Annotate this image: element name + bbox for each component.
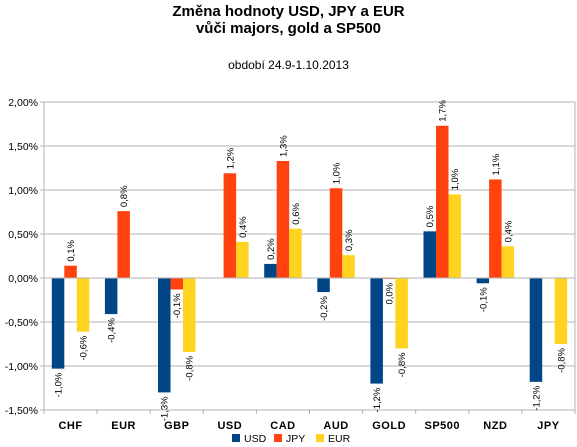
y-tick-label: 2,00% <box>8 97 38 109</box>
data-label: -0,1% <box>172 293 183 318</box>
bar-jpy <box>489 179 502 278</box>
data-label: -0,6% <box>79 335 90 360</box>
x-tick-label: CHF <box>58 420 82 432</box>
bar-jpy <box>329 188 343 278</box>
bar-eur <box>289 228 302 278</box>
data-label: 1,0% <box>332 162 343 184</box>
data-label: 0,3% <box>344 229 355 251</box>
y-tick-label: -0,50% <box>5 317 38 329</box>
data-label: 1,7% <box>438 100 449 122</box>
data-label: 0,0% <box>385 282 396 304</box>
data-label: 0,4% <box>503 220 514 242</box>
x-tick-label: JPY <box>537 420 559 432</box>
y-tick-label: 1,50% <box>8 141 38 153</box>
bar-usd <box>423 231 436 278</box>
data-label: 0,8% <box>119 185 130 207</box>
bar-usd <box>476 278 490 284</box>
x-tick-label: EUR <box>111 420 136 432</box>
data-label: 0,2% <box>266 238 277 260</box>
legend-swatch-eur <box>316 434 324 442</box>
data-label: -0,8% <box>185 355 196 380</box>
bar-jpy <box>117 211 130 278</box>
bar-eur <box>501 246 515 278</box>
data-label: 0,6% <box>291 203 302 225</box>
legend-label-jpy: JPY <box>286 433 305 445</box>
data-label: -1,3% <box>160 396 171 421</box>
y-tick-label: 1,00% <box>8 185 38 197</box>
bar-eur <box>236 241 249 278</box>
data-label: -1,2% <box>531 385 542 410</box>
legend-swatch-jpy <box>274 434 282 442</box>
bar-usd <box>264 263 277 278</box>
data-label: -1,0% <box>54 372 65 397</box>
bar-usd <box>104 278 118 315</box>
x-tick-label: USD <box>217 420 242 432</box>
bar-jpy <box>436 125 449 278</box>
x-tick-label: CAD <box>270 420 295 432</box>
bar-usd <box>529 278 543 382</box>
chart-subtitle: období 24.9-1.10.2013 <box>228 58 349 72</box>
legend-label-usd: USD <box>244 433 267 445</box>
chart-title-line-1: Změna hodnoty USD, JPY a EUR <box>172 3 405 20</box>
data-label: -0,8% <box>556 347 567 372</box>
data-label: 1,2% <box>225 147 236 169</box>
bar-eur <box>395 278 408 349</box>
bar-usd <box>158 278 171 393</box>
bar-eur <box>448 194 461 278</box>
data-label: 0,5% <box>425 205 436 227</box>
data-label: 0,1% <box>66 239 77 261</box>
data-label: -0,2% <box>319 296 330 321</box>
data-label: -0,4% <box>107 318 118 343</box>
x-tick-label: NZD <box>483 420 507 432</box>
bar-eur <box>342 255 355 278</box>
bar-usd <box>370 278 383 384</box>
data-label: 1,1% <box>491 153 502 175</box>
bar-usd <box>51 278 65 369</box>
data-label: -0,8% <box>397 352 408 377</box>
bar-jpy <box>64 265 77 278</box>
bar-usd <box>317 278 330 293</box>
bar-eur <box>554 278 568 344</box>
data-label: -0,1% <box>478 287 489 312</box>
data-label: 0,4% <box>238 216 249 238</box>
y-tick-label: 0,50% <box>8 229 38 241</box>
x-tick-label: SP500 <box>424 420 460 432</box>
bar-jpy <box>223 173 237 278</box>
x-tick-label: GBP <box>164 420 189 432</box>
bar-jpy <box>276 160 290 278</box>
bar-jpy <box>170 278 183 290</box>
data-label: -1,2% <box>372 387 383 412</box>
data-label: 1,3% <box>278 135 289 157</box>
x-tick-label: AUD <box>323 420 348 432</box>
data-label: 1,0% <box>450 168 461 190</box>
legend-label-eur: EUR <box>328 433 351 445</box>
legend-swatch-usd <box>232 434 240 442</box>
y-tick-label: -1,50% <box>5 405 38 417</box>
bar-eur <box>76 278 90 332</box>
x-tick-label: GOLD <box>372 420 406 432</box>
chart-title-line-2: vůči majors, gold a SP500 <box>195 20 382 37</box>
y-tick-label: -1,00% <box>5 361 38 373</box>
y-tick-label: 0,00% <box>8 273 38 285</box>
bar-eur <box>183 278 196 352</box>
